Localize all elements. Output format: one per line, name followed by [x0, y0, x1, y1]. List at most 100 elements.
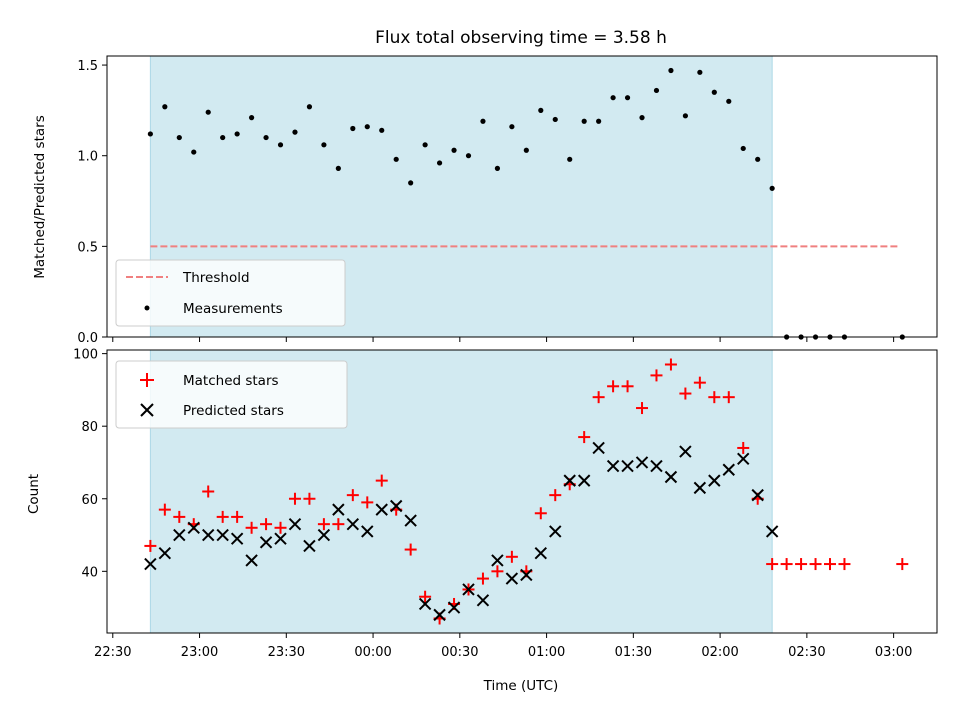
legend-threshold-label: Threshold: [182, 270, 250, 286]
bottom-predicted-point: [679, 445, 692, 458]
bottom-matched-point: [534, 507, 547, 520]
bottom-predicted-point: [332, 503, 345, 516]
bottom-predicted-point: [346, 517, 360, 531]
top-measurement-point: [234, 131, 240, 137]
top-measurement-point: [523, 147, 529, 153]
bottom-predicted-point: [230, 532, 244, 545]
bottom-matched-point: [621, 380, 634, 393]
top-measurement-point: [538, 107, 544, 113]
top-measurement-point: [379, 127, 385, 133]
bottom-matched-point: [708, 391, 721, 404]
top-legend: Threshold Measurements: [115, 259, 346, 327]
bottom-matched-point: [693, 376, 706, 389]
top-measurement-point: [364, 124, 370, 130]
bottom-predicted-point: [751, 488, 764, 502]
bottom-predicted-point: [245, 554, 258, 567]
bottom-predicted-point: [693, 481, 707, 495]
top-y-tick-label: 1.5: [77, 59, 98, 74]
top-measurement-point: [726, 98, 732, 104]
top-measurement-point: [740, 145, 746, 152]
bottom-predicted-point: [664, 470, 678, 484]
bottom-predicted-point: [577, 474, 591, 487]
top-y-tick-label: 0.5: [77, 240, 98, 255]
top-y-tick-label: 1.0: [77, 150, 98, 165]
bottom-matched-point: [664, 358, 677, 371]
bottom-matched-point: [679, 387, 692, 400]
top-measurement-point: [292, 129, 298, 135]
top-measurement-point: [321, 142, 327, 148]
bottom-predicted-point: [592, 441, 605, 455]
bottom-predicted-point: [462, 583, 475, 596]
top-legend-frame: [115, 259, 346, 327]
top-measurement-point: [653, 87, 660, 94]
bottom-matched-point: [549, 489, 562, 502]
top-measurement-point: [755, 156, 761, 162]
bottom-predicted-point: [375, 503, 388, 516]
top-measurement-point: [162, 104, 168, 110]
bottom-y-tick-label: 80: [81, 420, 98, 435]
bottom-predicted-point: [505, 572, 519, 585]
bottom-matched-point: [274, 521, 287, 534]
bottom-matched-point: [491, 565, 504, 578]
top-measurement-point: [248, 115, 255, 121]
legend-measurements-label: Measurements: [183, 301, 283, 317]
bottom-matched-point: [592, 391, 605, 404]
bottom-matched-point: [419, 590, 432, 603]
bottom-predicted-point: [491, 554, 504, 567]
bottom-matched-point: [288, 492, 301, 505]
top-measurement-point: [422, 142, 428, 148]
bottom-predicted-point: [737, 452, 750, 466]
bottom-predicted-point: [202, 528, 215, 542]
top-measurement-point: [668, 67, 674, 74]
top-measurement-point: [596, 118, 602, 124]
top-measurement-point: [624, 95, 631, 101]
bottom-predicted-point: [447, 601, 461, 614]
top-measurement-point: [697, 69, 703, 75]
bottom-predicted-point: [563, 474, 576, 487]
top-axes-frame: [106, 55, 938, 338]
bottom-predicted-point: [433, 608, 446, 622]
top-measurement-point: [610, 95, 616, 101]
top-measurement-point: [494, 165, 501, 171]
top-measurement-point: [509, 124, 515, 130]
bottom-predicted-point: [765, 525, 779, 538]
bottom-predicted-point: [187, 521, 200, 534]
top-measurement-point: [711, 89, 717, 95]
bottom-matched-point: [404, 543, 417, 556]
bottom-matched-point: [722, 391, 735, 404]
top-measurement-point: [408, 180, 414, 186]
legend-matched-swatch: [140, 373, 154, 387]
bottom-axes-frame: [106, 349, 938, 634]
bottom-matched-point: [578, 431, 591, 444]
bottom-matched-point: [144, 539, 157, 552]
top-measurement-point: [581, 118, 587, 124]
bottom-matched-point: [361, 496, 374, 509]
bottom-matched-point: [809, 558, 822, 571]
bottom-matched-point: [650, 369, 663, 382]
top-measurement-point: [335, 165, 341, 171]
bottom-matched-point: [476, 572, 489, 585]
bottom-x-tick-label: 22:30: [94, 645, 131, 660]
bottom-x-tick-label: 03:00: [875, 645, 912, 660]
bottom-matched-point: [607, 380, 620, 393]
bottom-predicted-point: [520, 568, 533, 582]
top-measurement-point: [682, 113, 688, 119]
bottom-legend: Matched stars Predicted stars: [115, 360, 348, 429]
top-measurement-point: [176, 134, 182, 141]
bottom-predicted-point: [317, 528, 331, 542]
bottom-predicted-point: [635, 456, 649, 469]
top-measurement-point: [639, 115, 645, 121]
bottom-x-tick-label: 23:30: [268, 645, 305, 660]
bottom-predicted-point: [708, 474, 721, 487]
bottom-matched-point: [173, 510, 186, 523]
x-axis-label: Time (UTC): [483, 678, 559, 694]
bottom-matched-point: [158, 503, 171, 516]
bottom-x-tick-label: 01:30: [615, 645, 652, 660]
bottom-matched-point: [216, 510, 229, 523]
bottom-legend-frame: [115, 360, 348, 429]
bottom-matched-point: [332, 518, 345, 531]
bottom-predicted-point: [173, 528, 186, 542]
bottom-matched-point: [766, 558, 779, 571]
top-measurement-point: [769, 185, 775, 191]
bottom-predicted-point: [418, 597, 432, 611]
